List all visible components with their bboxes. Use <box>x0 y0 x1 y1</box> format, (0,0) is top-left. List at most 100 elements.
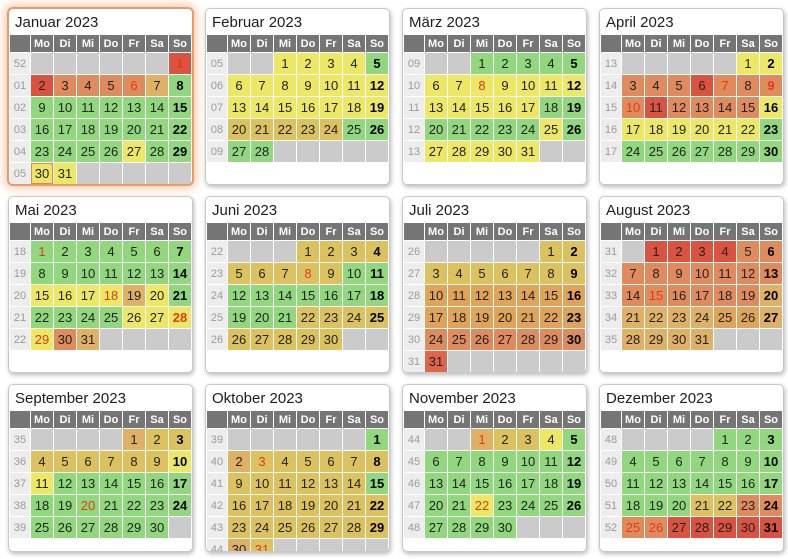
day-cell[interactable]: 14 <box>250 96 274 119</box>
day-cell[interactable]: 13 <box>250 284 274 307</box>
day-cell[interactable]: 31 <box>424 350 448 372</box>
day-cell[interactable]: 5 <box>122 240 146 263</box>
day-cell[interactable]: 1 <box>644 240 668 263</box>
day-cell[interactable]: 24 <box>342 306 366 329</box>
day-cell[interactable]: 2 <box>562 240 586 263</box>
day-cell[interactable]: 23 <box>736 494 760 517</box>
day-cell[interactable]: 15 <box>122 472 146 495</box>
day-cell[interactable]: 16 <box>53 284 77 307</box>
day-cell[interactable]: 18 <box>365 284 389 307</box>
day-cell[interactable]: 30 <box>145 516 169 539</box>
day-cell[interactable]: 21 <box>342 494 366 517</box>
day-cell[interactable]: 24 <box>53 140 77 163</box>
day-cell[interactable]: 21 <box>145 118 169 141</box>
day-cell[interactable]: 18 <box>273 494 297 517</box>
day-cell[interactable]: 16 <box>493 96 517 119</box>
day-cell[interactable]: 13 <box>319 472 343 495</box>
day-cell[interactable]: 13 <box>424 472 448 495</box>
day-cell[interactable]: 26 <box>227 328 251 351</box>
day-cell[interactable]: 15 <box>470 472 494 495</box>
day-cell[interactable]: 13 <box>493 284 517 307</box>
day-cell[interactable]: 20 <box>319 494 343 517</box>
day-cell[interactable]: 6 <box>424 74 448 97</box>
day-cell[interactable]: 11 <box>539 74 563 97</box>
day-cell[interactable]: 7 <box>516 262 540 285</box>
day-cell[interactable]: 28 <box>342 516 366 539</box>
day-cell[interactable]: 2 <box>53 240 77 263</box>
day-cell[interactable]: 14 <box>447 472 471 495</box>
day-cell[interactable]: 20 <box>76 494 100 517</box>
day-cell[interactable]: 15 <box>736 96 760 119</box>
day-cell[interactable]: 10 <box>319 74 343 97</box>
day-cell[interactable]: 17 <box>319 96 343 119</box>
day-cell[interactable]: 10 <box>690 262 714 285</box>
day-cell[interactable]: 27 <box>76 516 100 539</box>
day-cell[interactable]: 18 <box>76 118 100 141</box>
day-cell-today[interactable]: 30 <box>30 162 54 184</box>
day-cell[interactable]: 14 <box>273 284 297 307</box>
day-cell[interactable]: 13 <box>690 96 714 119</box>
day-cell[interactable]: 4 <box>342 52 366 75</box>
day-cell[interactable]: 6 <box>690 74 714 97</box>
day-cell[interactable]: 23 <box>667 306 691 329</box>
day-cell[interactable]: 18 <box>447 306 471 329</box>
day-cell[interactable]: 10 <box>342 262 366 285</box>
day-cell[interactable]: 17 <box>759 472 783 495</box>
day-cell[interactable]: 2 <box>667 240 691 263</box>
day-cell[interactable]: 13 <box>227 96 251 119</box>
day-cell[interactable]: 30 <box>319 328 343 351</box>
day-cell[interactable]: 12 <box>99 96 123 119</box>
day-cell[interactable]: 2 <box>493 52 517 75</box>
day-cell[interactable]: 25 <box>644 140 668 163</box>
day-cell[interactable]: 13 <box>145 262 169 285</box>
day-cell[interactable]: 26 <box>562 118 586 141</box>
day-cell[interactable]: 12 <box>667 96 691 119</box>
day-cell[interactable]: 20 <box>424 118 448 141</box>
day-cell[interactable]: 17 <box>424 306 448 329</box>
day-cell[interactable]: 26 <box>562 494 586 517</box>
day-cell[interactable]: 9 <box>296 74 320 97</box>
day-cell[interactable]: 6 <box>250 262 274 285</box>
day-cell[interactable]: 20 <box>145 284 169 307</box>
day-cell[interactable]: 6 <box>76 450 100 473</box>
day-cell[interactable]: 1 <box>168 52 192 75</box>
day-cell[interactable]: 6 <box>227 74 251 97</box>
day-cell[interactable]: 12 <box>562 450 586 473</box>
day-cell[interactable]: 7 <box>621 262 645 285</box>
day-cell[interactable]: 16 <box>227 494 251 517</box>
day-cell[interactable]: 12 <box>122 262 146 285</box>
day-cell[interactable]: 23 <box>53 306 77 329</box>
day-cell[interactable]: 15 <box>644 284 668 307</box>
day-cell[interactable]: 2 <box>759 52 783 75</box>
day-cell[interactable]: 26 <box>470 328 494 351</box>
day-cell[interactable]: 17 <box>76 284 100 307</box>
day-cell[interactable]: 27 <box>145 306 169 329</box>
day-cell[interactable]: 8 <box>470 450 494 473</box>
day-cell[interactable]: 28 <box>145 140 169 163</box>
day-cell[interactable]: 7 <box>447 450 471 473</box>
day-cell[interactable]: 4 <box>99 240 123 263</box>
day-cell[interactable]: 11 <box>539 450 563 473</box>
day-cell[interactable]: 11 <box>342 74 366 97</box>
day-cell[interactable]: 30 <box>562 328 586 351</box>
day-cell[interactable]: 23 <box>30 140 54 163</box>
day-cell[interactable]: 15 <box>296 284 320 307</box>
day-cell[interactable]: 11 <box>99 262 123 285</box>
day-cell[interactable]: 9 <box>145 450 169 473</box>
day-cell[interactable]: 29 <box>736 140 760 163</box>
day-cell[interactable]: 11 <box>713 262 737 285</box>
day-cell[interactable]: 4 <box>713 240 737 263</box>
day-cell[interactable]: 14 <box>447 96 471 119</box>
day-cell[interactable]: 26 <box>736 306 760 329</box>
day-cell[interactable]: 19 <box>562 96 586 119</box>
day-cell[interactable]: 22 <box>736 118 760 141</box>
day-cell[interactable]: 24 <box>250 516 274 539</box>
day-cell[interactable]: 19 <box>365 96 389 119</box>
day-cell[interactable]: 1 <box>296 240 320 263</box>
day-cell[interactable]: 17 <box>250 494 274 517</box>
day-cell[interactable]: 29 <box>30 328 54 351</box>
day-cell[interactable]: 21 <box>713 118 737 141</box>
day-cell[interactable]: 6 <box>145 240 169 263</box>
day-cell[interactable]: 2 <box>145 428 169 451</box>
day-cell[interactable]: 20 <box>667 494 691 517</box>
